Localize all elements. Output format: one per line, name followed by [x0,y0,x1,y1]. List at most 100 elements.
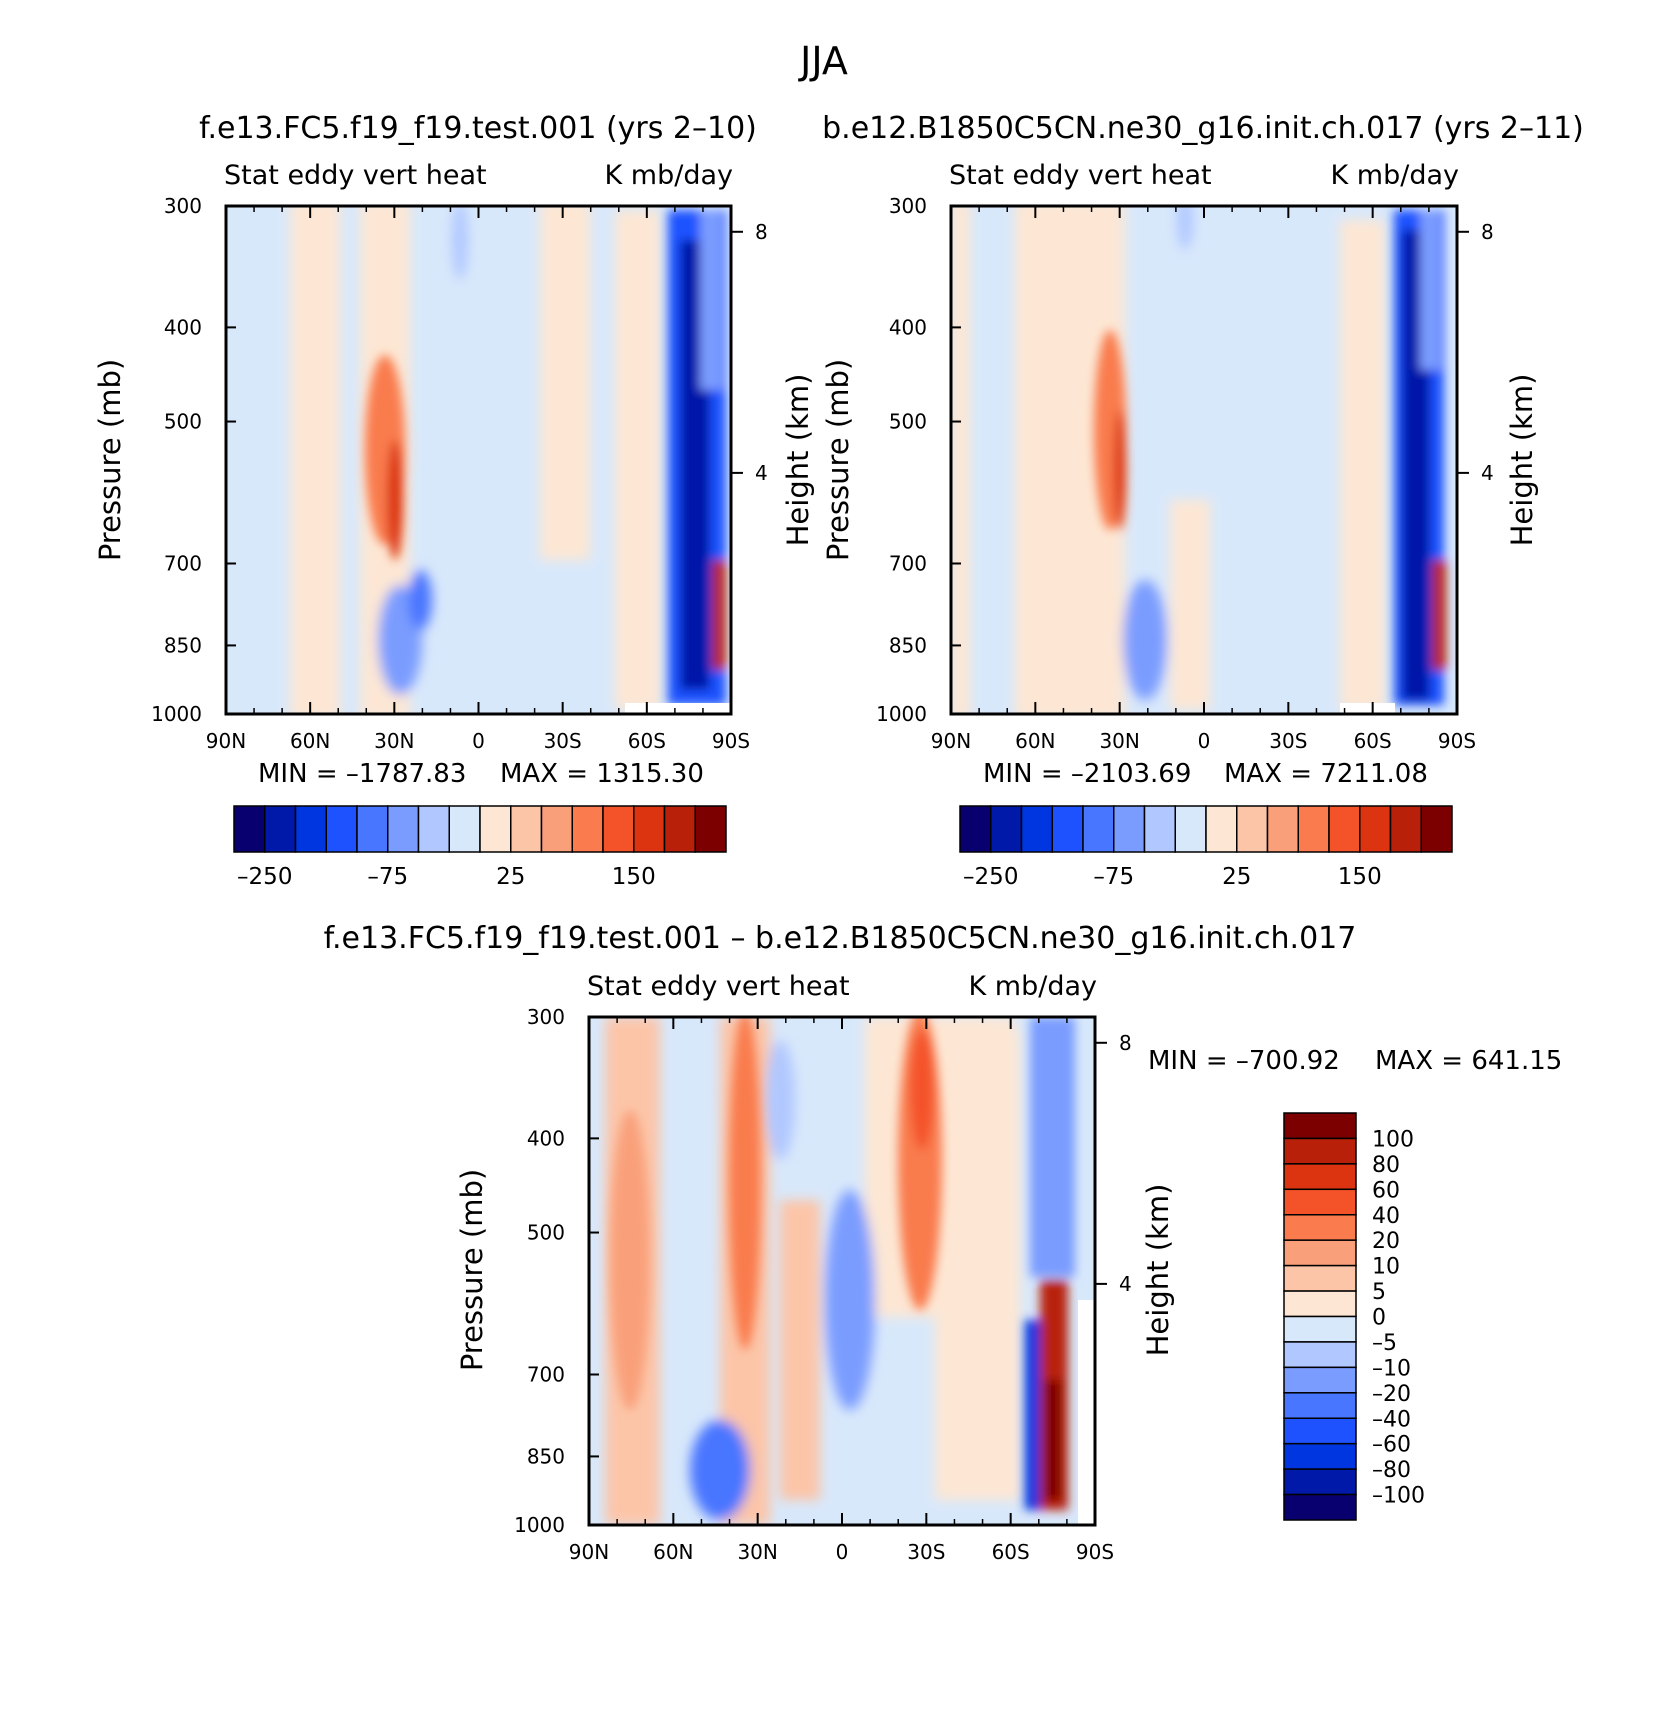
x-tick-label: 30N [737,1540,777,1564]
colorbar-box [417,805,450,853]
colorbar-label: 60 [1372,1178,1400,1203]
x-tick-label: 30N [1099,729,1139,753]
colorbar-label: 80 [1372,1153,1400,1178]
x-tick-label: 30S [544,729,582,753]
colorbar-label: –5 [1372,1331,1397,1356]
panel-d-band-warm-5 [935,1030,1020,1500]
y-tick-label: 500 [889,410,927,434]
main-title: JJA [798,39,848,83]
panel-d-cold-strip [1025,1320,1043,1510]
colorbar-box [356,805,389,853]
panel-b-colorbar: –250 –75 25 150 [959,805,1453,890]
y-tick-label: 300 [527,1005,565,1029]
panel-d-cool-patch-2 [825,1190,875,1410]
panel-b-cold-edge [1420,210,1440,370]
panel-a-max-label: MAX = 1315.30 [500,759,704,789]
x-tick-label: 90N [206,729,246,753]
panel-a-min-label: MIN = –1787.83 [258,759,466,789]
y-tick-label: 700 [889,552,927,576]
panel-b-missing-data [1340,703,1395,714]
colorbar-box [1283,1188,1357,1216]
panel-b-field [951,206,1457,714]
panel-d-warm-band-30s-core [910,1030,934,1150]
x-tick-label: 0 [836,1540,849,1564]
colorbar-box [510,805,543,853]
colorbar-box [1283,1315,1357,1343]
colorbar-box [571,805,604,853]
colorbar-box [1420,805,1453,853]
panel-d-min-label: MIN = –700.92 [1148,1046,1340,1076]
colorbar-label: –250 [237,864,292,890]
y-right-axis-label: Height (km) [1141,1184,1175,1357]
panel-d-hot-strip-core [1045,1380,1061,1500]
y-tick-label: 400 [527,1126,565,1150]
diff-title: f.e13.FC5.f19_f19.test.001 – b.e12.B1850… [324,921,1357,956]
colorbar-box [1297,805,1330,853]
colorbar-box [479,805,512,853]
y-tick-label: 500 [527,1221,565,1245]
panel-a-warm-edge [712,560,726,670]
colorbar-box [1283,1112,1357,1140]
panel-b-min-label: MIN = –2103.69 [983,759,1191,789]
x-tick-label: 30S [1269,729,1307,753]
colorbar-box [1283,1163,1357,1191]
y-axis-label: Pressure (mb) [93,359,127,561]
colorbar-box [959,805,992,853]
panel-a-warm-core [387,440,403,560]
panel-b-band-warm-1 [951,206,970,714]
colorbar-box [1359,805,1392,853]
colorbar-box [448,805,481,853]
panel-a-units: K mb/day [605,160,734,191]
colorbar-box [1328,805,1361,853]
colorbar-box [1283,1366,1357,1394]
colorbar-box [1283,1392,1357,1419]
colorbar-box [1283,1341,1357,1369]
panel-run-a: Stat eddy vert heat K mb/day [93,160,815,753]
colorbar-box [1283,1442,1357,1470]
x-tick-label: 90S [1438,729,1476,753]
panel-b-band-warm-3 [1170,500,1210,710]
panel-run-b: Stat eddy vert heat K mb/day 90N [821,160,1539,753]
y-tick-label: 850 [889,633,927,657]
panel-a-field [226,206,731,714]
y-right-tick-label: 4 [755,461,768,485]
colorbar-box [387,805,420,853]
y-tick-label: 400 [164,315,202,339]
y-right-axis-label: Height (km) [1505,374,1539,547]
y-right-tick-label: 8 [1119,1031,1132,1055]
panel-a-missing-data [625,703,731,714]
panel-b-warm-core [1114,410,1126,530]
colorbar-label: 20 [1372,1229,1400,1254]
panel-d-cool-patch-3 [765,1040,795,1160]
colorbar-label: 150 [1338,864,1382,890]
run-b-title: b.e12.B1850C5CN.ne30_g16.init.ch.017 (yr… [822,111,1584,146]
y-right-tick-label: 4 [1119,1272,1132,1296]
colorbar-box [602,805,635,853]
colorbar-box [1143,805,1176,853]
run-a-title: f.e13.FC5.f19_f19.test.001 (yrs 2–10) [199,111,757,146]
y-axis-label: Pressure (mb) [455,1169,489,1371]
colorbar-label: –75 [367,864,408,890]
x-tick-label: 90N [569,1540,609,1564]
colorbar-box [1266,805,1299,853]
y-axis-label: Pressure (mb) [821,359,855,561]
colorbar-box [1020,805,1053,853]
y-tick-label: 1000 [151,702,202,726]
x-tick-label: 60N [653,1540,693,1564]
colorbar-box [1283,1493,1357,1521]
panel-a-axes: 90N 60N 30N 0 30S 60S 90S 300 400 500 700 850 1000 8 4… [93,194,815,753]
y-tick-label: 850 [527,1444,565,1468]
panel-a-cool-patch-2 [408,570,432,630]
panel-b-max-label: MAX = 7211.08 [1224,759,1428,789]
colorbar-box [694,805,727,853]
colorbar-box [233,805,266,853]
panel-d-units: K mb/day [969,971,1098,1002]
y-tick-label: 1000 [876,702,927,726]
panel-b-cool-patch-2 [1177,206,1193,250]
colorbar-label: 0 [1372,1306,1386,1331]
panel-b-axes: 90N 60N 30N 0 30S 60S 90S 300 400 500 700 850 1000 8 4… [821,194,1539,753]
y-right-tick-label: 8 [755,220,768,244]
colorbar-box [1283,1137,1357,1165]
